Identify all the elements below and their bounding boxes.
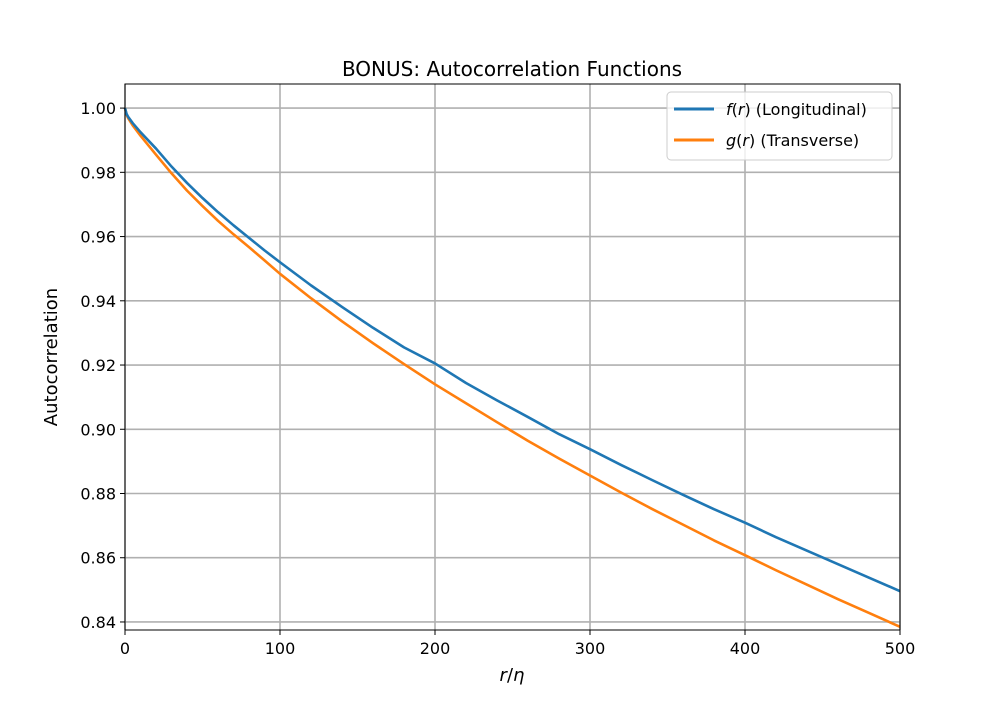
x-tick-label: 0 (120, 639, 130, 658)
y-tick-label: 0.90 (80, 420, 116, 439)
legend-label-transverse: g(r) (Transverse) (726, 131, 859, 150)
axes-frame (124, 83, 901, 631)
y-axis-ticks: 0.84 0.86 0.88 0.90 0.92 0.94 0.96 0.98 1.00 (80, 99, 125, 632)
y-tick-label: 0.86 (80, 549, 116, 568)
chart-title: BONUS: Autocorrelation Functions (342, 57, 682, 81)
x-tick-label: 200 (420, 639, 451, 658)
y-axis-title: Autocorrelation (41, 288, 62, 426)
legend-label-longitudinal: f(r) (Longitudinal) (726, 100, 867, 119)
x-tick-label: 400 (730, 639, 761, 658)
series-line-transverse (123, 107, 901, 628)
y-tick-label: 0.84 (80, 613, 116, 632)
x-tick-label: 300 (575, 639, 606, 658)
x-axis-ticks: 0 100 200 300 400 500 (120, 630, 915, 658)
y-tick-label: 0.92 (80, 356, 116, 375)
legend: f(r) (Longitudinal) g(r) (Transverse) (666, 91, 893, 161)
y-tick-label: 1.00 (80, 99, 116, 118)
y-tick-label: 0.98 (80, 163, 116, 182)
y-tick-label: 0.94 (80, 292, 116, 311)
data-series (123, 107, 901, 628)
grid-lines (124, 84, 901, 630)
y-tick-label: 0.96 (80, 228, 116, 247)
series-line-longitudinal (123, 107, 901, 593)
x-tick-label: 500 (885, 639, 916, 658)
x-axis-title: r/η (500, 665, 525, 686)
y-tick-label: 0.88 (80, 485, 116, 504)
legend-box (666, 91, 893, 161)
x-tick-label: 100 (265, 639, 296, 658)
